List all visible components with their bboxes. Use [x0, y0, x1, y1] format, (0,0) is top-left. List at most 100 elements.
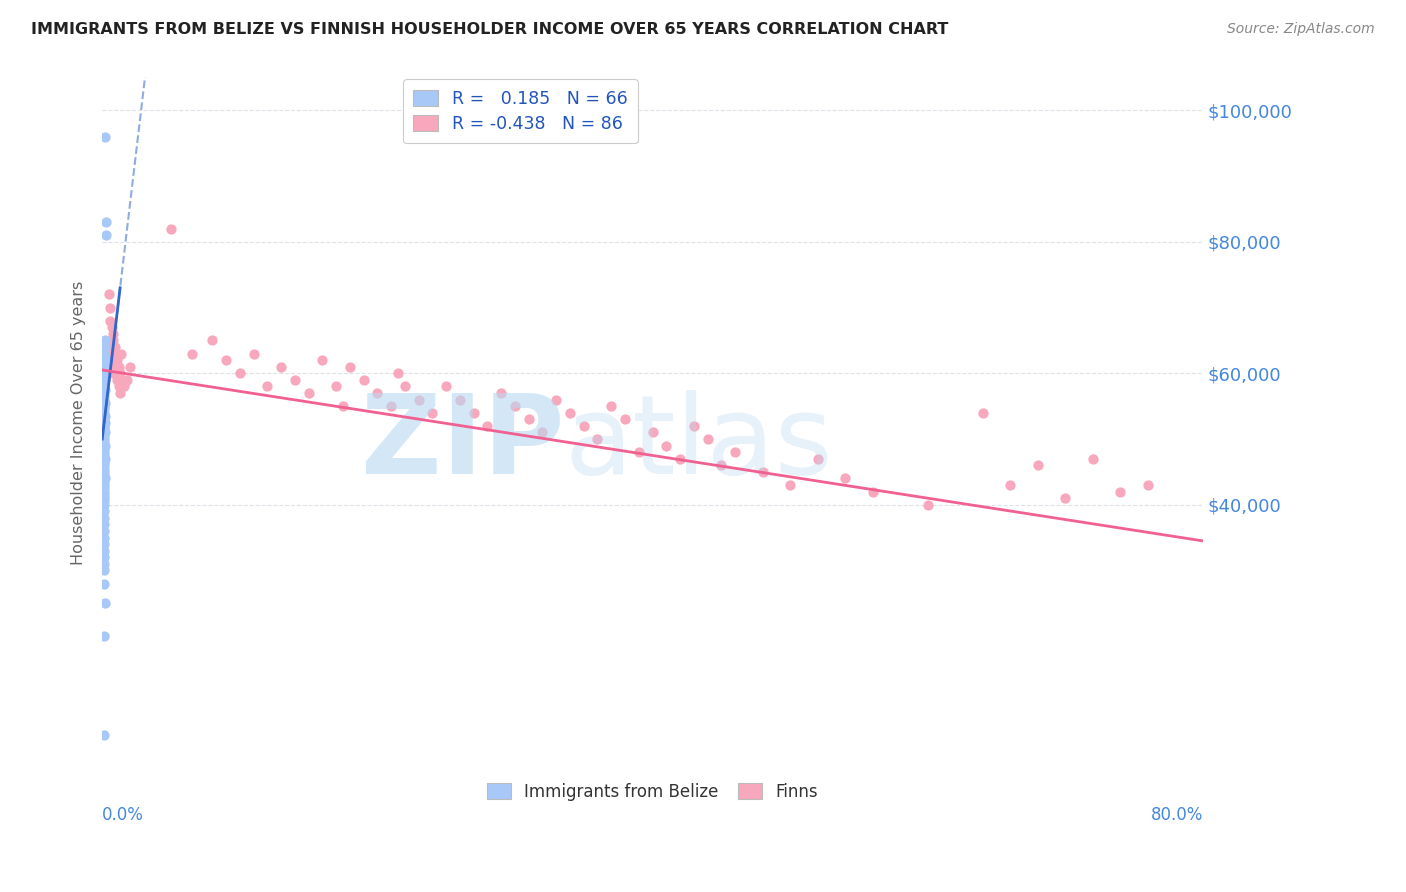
Point: [96, 215, 118, 229]
Point: [118, 359, 141, 374]
Point: [94, 356, 117, 370]
Point: [94, 596, 117, 610]
Point: [1081, 451, 1104, 466]
Point: [110, 346, 132, 360]
Point: [270, 359, 292, 374]
Point: [93, 422, 115, 436]
Point: [93, 478, 115, 492]
Point: [93, 392, 115, 407]
Point: [93, 484, 115, 499]
Point: [93, 564, 115, 578]
Point: [93, 498, 115, 512]
Point: [160, 221, 183, 235]
Point: [94, 409, 117, 423]
Point: [94, 373, 117, 387]
Point: [394, 379, 416, 393]
Point: [104, 353, 127, 368]
Point: [93, 428, 115, 442]
Point: [325, 379, 347, 393]
Point: [93, 406, 115, 420]
Point: [834, 471, 856, 485]
Point: [93, 366, 115, 380]
Text: 0.0%: 0.0%: [103, 805, 143, 823]
Point: [380, 399, 402, 413]
Point: [449, 392, 471, 407]
Point: [93, 376, 115, 391]
Point: [93, 576, 115, 591]
Point: [614, 412, 637, 426]
Point: [807, 451, 830, 466]
Point: [104, 346, 127, 360]
Point: [101, 320, 124, 334]
Point: [558, 406, 581, 420]
Point: [297, 386, 319, 401]
Point: [93, 728, 115, 742]
Point: [105, 373, 128, 387]
Point: [696, 432, 718, 446]
Point: [215, 353, 238, 368]
Point: [93, 386, 115, 401]
Point: [477, 418, 499, 433]
Point: [972, 406, 994, 420]
Point: [93, 346, 115, 360]
Point: [94, 363, 117, 377]
Point: [353, 373, 375, 387]
Point: [682, 418, 704, 433]
Point: [724, 445, 747, 459]
Point: [93, 550, 115, 565]
Point: [641, 425, 664, 440]
Point: [104, 340, 127, 354]
Point: [93, 418, 115, 433]
Point: [93, 543, 115, 558]
Point: [489, 386, 512, 401]
Text: Source: ZipAtlas.com: Source: ZipAtlas.com: [1227, 22, 1375, 37]
Point: [93, 517, 115, 532]
Point: [917, 498, 939, 512]
Point: [93, 399, 115, 413]
Point: [93, 557, 115, 571]
Point: [586, 432, 609, 446]
Point: [93, 468, 115, 483]
Y-axis label: Householder Income Over 65 years: Householder Income Over 65 years: [72, 280, 86, 565]
Point: [572, 418, 595, 433]
Point: [531, 425, 554, 440]
Point: [112, 379, 135, 393]
Point: [96, 228, 118, 243]
Point: [93, 389, 115, 403]
Point: [1000, 478, 1022, 492]
Point: [1109, 484, 1132, 499]
Point: [94, 451, 117, 466]
Point: [94, 350, 117, 364]
Point: [93, 402, 115, 417]
Point: [1136, 478, 1159, 492]
Point: [503, 399, 526, 413]
Text: 80.0%: 80.0%: [1150, 805, 1204, 823]
Point: [93, 369, 115, 384]
Point: [104, 359, 127, 374]
Point: [93, 494, 115, 508]
Point: [862, 484, 884, 499]
Point: [93, 432, 115, 446]
Point: [751, 465, 773, 479]
Point: [408, 392, 430, 407]
Point: [600, 399, 623, 413]
Point: [339, 359, 361, 374]
Point: [229, 366, 252, 380]
Point: [108, 386, 131, 401]
Point: [93, 412, 115, 426]
Point: [100, 301, 122, 315]
Point: [93, 379, 115, 393]
Point: [94, 416, 117, 430]
Point: [94, 340, 117, 354]
Point: [93, 524, 115, 538]
Point: [94, 383, 117, 397]
Text: ZIP: ZIP: [361, 390, 564, 497]
Point: [1026, 458, 1049, 473]
Point: [284, 373, 307, 387]
Point: [517, 412, 540, 426]
Point: [104, 346, 127, 360]
Point: [94, 471, 117, 485]
Point: [93, 445, 115, 459]
Point: [93, 458, 115, 473]
Legend: Immigrants from Belize, Finns: Immigrants from Belize, Finns: [481, 776, 824, 807]
